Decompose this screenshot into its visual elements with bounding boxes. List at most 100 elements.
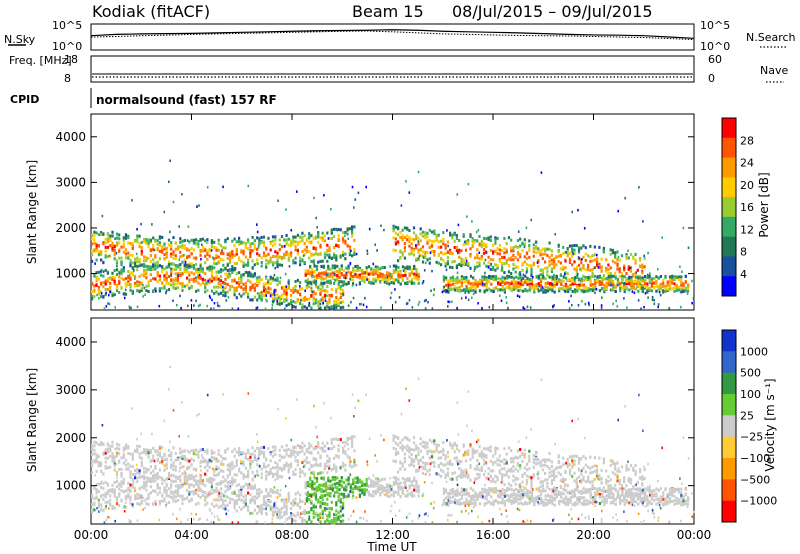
scatter-cell (271, 244, 275, 248)
scatter-cell (331, 483, 334, 487)
scatter-cell (213, 257, 216, 261)
scatter-cell (370, 272, 373, 276)
nsky-label: N.Sky (4, 33, 36, 46)
scatter-cell (145, 238, 148, 242)
scatter-cell (231, 270, 234, 274)
scatter-cell (260, 451, 263, 455)
scatter-cell (199, 495, 202, 499)
scatter-cell (510, 282, 513, 286)
scatter-cell (488, 274, 491, 278)
scatter-cell (650, 277, 653, 281)
scatter-cell (273, 273, 276, 277)
scatter-cell (458, 285, 461, 289)
scatter-cell (95, 284, 98, 287)
scatter-cell (170, 283, 173, 287)
scatter-cell (100, 461, 103, 465)
scatter-cell (235, 262, 238, 265)
scatter-cell (240, 259, 243, 263)
scatter-cell (199, 460, 202, 464)
scatter-cell (156, 459, 159, 463)
scatter-cell (464, 242, 468, 246)
scatter-cell (519, 252, 522, 256)
scatter-cell (572, 252, 574, 256)
scatter-cell (623, 282, 626, 285)
scatter-cell (253, 508, 256, 512)
scatter-cell (100, 258, 103, 262)
scatter-cell (213, 478, 216, 482)
scatter-cell (197, 304, 200, 308)
scatter-cell (274, 278, 277, 282)
scatter-cell (691, 279, 693, 283)
scatter-cell (284, 245, 286, 248)
scatter-cell (265, 262, 268, 266)
scatter-cell (568, 258, 572, 262)
scatter-cell (174, 287, 177, 290)
scatter-cell (129, 253, 132, 257)
scatter-cell (287, 281, 290, 284)
scatter-cell (195, 238, 198, 242)
scatter-cell (399, 269, 402, 273)
scatter-cell (181, 454, 184, 458)
scatter-cell (330, 231, 333, 235)
scatter-cell (118, 482, 121, 486)
scatter-cell (147, 284, 150, 288)
scatter-cell (292, 286, 295, 290)
scatter-cell (174, 277, 177, 281)
scatter-cell (512, 246, 515, 250)
scatter-cell (172, 278, 175, 282)
scatter-cell (287, 286, 290, 290)
scatter-cell (206, 186, 209, 189)
scatter-cell (537, 264, 540, 268)
scatter-cell (113, 494, 116, 498)
scatter-cell (573, 260, 576, 264)
scatter-cell (114, 306, 116, 309)
scatter-cell (643, 305, 645, 309)
scatter-cell (460, 297, 463, 300)
scatter-cell (172, 268, 175, 272)
scatter-cell (238, 285, 241, 289)
scatter-cell (464, 240, 466, 244)
scatter-cell (636, 275, 639, 278)
scatter-cell (351, 443, 354, 447)
scatter-cell (249, 511, 252, 515)
scatter-cell (591, 271, 594, 275)
scatter-cell (296, 242, 299, 246)
scatter-cell (145, 272, 148, 276)
scatter-cell (140, 451, 143, 455)
scatter-cell (319, 446, 322, 450)
scatter-cell (113, 293, 116, 297)
scatter-cell (680, 305, 682, 309)
scatter-cell (244, 456, 247, 459)
scatter-cell (311, 492, 314, 496)
scatter-cell (596, 275, 599, 279)
scatter-cell (489, 258, 492, 262)
scatter-cell (524, 287, 527, 291)
scatter-cell (179, 267, 182, 271)
scatter-cell (93, 508, 96, 512)
scatter-cell (343, 492, 346, 496)
scatter-cell (344, 239, 347, 243)
scatter-cell (219, 482, 223, 486)
scatter-cell (389, 272, 391, 276)
scatter-cell (98, 297, 100, 300)
scatter-cell (100, 440, 103, 444)
scatter-cell (389, 296, 392, 300)
scatter-cell (348, 249, 351, 253)
scatter-cell (589, 255, 592, 259)
scatter-cell (640, 307, 642, 310)
scatter-cell (176, 489, 180, 493)
scatter-cell (165, 457, 168, 461)
scatter-cell (142, 295, 144, 298)
scatter-cell (649, 272, 651, 275)
scatter-cell (206, 289, 209, 292)
scatter-cell (129, 498, 132, 502)
scatter-cell (188, 485, 191, 489)
scatter-cell (174, 495, 177, 499)
scatter-cell (501, 279, 504, 283)
scatter-cell (413, 276, 416, 280)
scatter-cell (460, 262, 463, 266)
scatter-cell (122, 278, 125, 281)
scatter-cell (454, 280, 457, 284)
scatter-cell (326, 285, 329, 288)
scatter-cell (442, 258, 445, 262)
